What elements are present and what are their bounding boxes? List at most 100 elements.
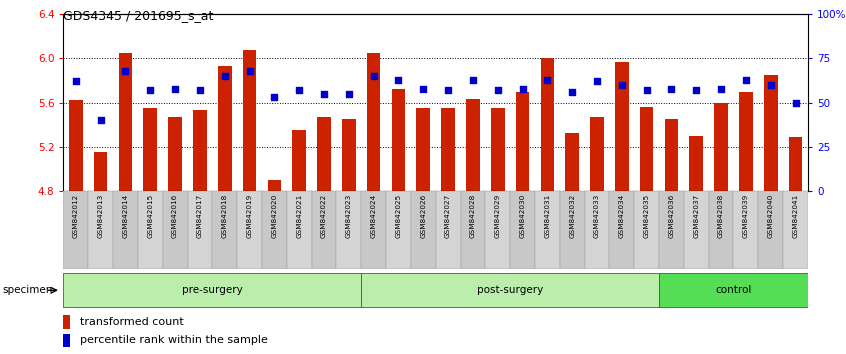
Point bbox=[118, 68, 132, 74]
Bar bbox=[193, 110, 206, 191]
Text: GSM842039: GSM842039 bbox=[743, 194, 749, 238]
Text: GSM842027: GSM842027 bbox=[445, 194, 451, 238]
Bar bbox=[243, 50, 256, 191]
Text: GSM842030: GSM842030 bbox=[519, 194, 525, 238]
Point bbox=[317, 91, 331, 97]
Point bbox=[565, 89, 579, 95]
Text: GSM842019: GSM842019 bbox=[246, 194, 253, 238]
Bar bbox=[764, 75, 777, 191]
Point bbox=[69, 79, 83, 84]
Text: GSM842012: GSM842012 bbox=[73, 194, 79, 238]
Point bbox=[788, 100, 802, 105]
Bar bbox=[510, 191, 535, 269]
Text: GSM842035: GSM842035 bbox=[644, 194, 650, 238]
Text: transformed count: transformed count bbox=[80, 317, 184, 327]
Text: GSM842015: GSM842015 bbox=[147, 194, 153, 238]
Bar bbox=[535, 191, 560, 269]
Bar bbox=[63, 315, 70, 329]
Text: GSM842041: GSM842041 bbox=[793, 194, 799, 238]
Text: GSM842026: GSM842026 bbox=[420, 194, 426, 238]
Bar bbox=[63, 273, 361, 307]
Bar bbox=[69, 101, 83, 191]
Bar bbox=[311, 191, 337, 269]
Bar bbox=[337, 191, 361, 269]
Text: GSM842018: GSM842018 bbox=[222, 194, 228, 238]
Bar bbox=[162, 191, 188, 269]
Bar bbox=[63, 191, 88, 269]
Bar bbox=[144, 108, 157, 191]
Bar bbox=[739, 92, 753, 191]
Bar bbox=[262, 191, 287, 269]
Text: GSM842022: GSM842022 bbox=[321, 194, 327, 238]
Bar bbox=[491, 108, 504, 191]
Text: GDS4345 / 201695_s_at: GDS4345 / 201695_s_at bbox=[63, 9, 214, 22]
Point bbox=[168, 86, 182, 91]
Point bbox=[516, 86, 530, 91]
Bar bbox=[392, 90, 405, 191]
Bar bbox=[684, 191, 709, 269]
Point bbox=[342, 91, 355, 97]
Bar bbox=[361, 191, 386, 269]
Bar bbox=[237, 191, 262, 269]
Point bbox=[591, 79, 604, 84]
Text: pre-surgery: pre-surgery bbox=[182, 285, 243, 295]
Bar bbox=[118, 53, 132, 191]
Bar bbox=[541, 58, 554, 191]
Point bbox=[541, 77, 554, 82]
Bar bbox=[516, 92, 530, 191]
Bar bbox=[411, 191, 436, 269]
Bar bbox=[689, 136, 703, 191]
Text: GSM842013: GSM842013 bbox=[97, 194, 104, 238]
Text: GSM842040: GSM842040 bbox=[767, 194, 774, 238]
Bar bbox=[287, 191, 311, 269]
Bar bbox=[317, 117, 331, 191]
Point bbox=[442, 87, 455, 93]
Bar bbox=[386, 191, 411, 269]
Bar bbox=[267, 180, 281, 191]
Text: GSM842032: GSM842032 bbox=[569, 194, 575, 238]
Text: GSM842037: GSM842037 bbox=[693, 194, 700, 238]
Point bbox=[491, 87, 504, 93]
Point bbox=[293, 87, 306, 93]
Bar bbox=[88, 191, 113, 269]
Bar bbox=[94, 153, 107, 191]
Point bbox=[466, 77, 480, 82]
Bar bbox=[560, 191, 585, 269]
Bar bbox=[714, 103, 728, 191]
Bar bbox=[293, 130, 306, 191]
Bar bbox=[342, 119, 355, 191]
Bar bbox=[436, 191, 460, 269]
Bar bbox=[218, 66, 232, 191]
Text: GSM842033: GSM842033 bbox=[594, 194, 600, 238]
Bar bbox=[442, 108, 455, 191]
Bar bbox=[659, 191, 684, 269]
Text: GSM842036: GSM842036 bbox=[668, 194, 674, 238]
Point bbox=[615, 82, 629, 88]
Text: GSM842023: GSM842023 bbox=[346, 194, 352, 238]
Bar bbox=[585, 191, 609, 269]
Bar bbox=[783, 191, 808, 269]
Text: GSM842021: GSM842021 bbox=[296, 194, 302, 238]
Bar bbox=[486, 191, 510, 269]
Text: GSM842028: GSM842028 bbox=[470, 194, 476, 238]
Text: GSM842025: GSM842025 bbox=[395, 194, 402, 238]
Text: percentile rank within the sample: percentile rank within the sample bbox=[80, 335, 267, 346]
Text: GSM842029: GSM842029 bbox=[495, 194, 501, 238]
Point bbox=[392, 77, 405, 82]
Bar bbox=[733, 191, 758, 269]
Point bbox=[218, 73, 232, 79]
Bar bbox=[113, 191, 138, 269]
Point bbox=[94, 118, 107, 123]
Text: post-surgery: post-surgery bbox=[477, 285, 543, 295]
Bar bbox=[709, 191, 733, 269]
Text: GSM842017: GSM842017 bbox=[197, 194, 203, 238]
Point bbox=[714, 86, 728, 91]
Point bbox=[764, 82, 777, 88]
Bar bbox=[466, 99, 480, 191]
Text: GSM842034: GSM842034 bbox=[618, 194, 625, 238]
Text: GSM842038: GSM842038 bbox=[718, 194, 724, 238]
Bar bbox=[63, 334, 70, 347]
Point bbox=[144, 87, 157, 93]
Bar bbox=[361, 273, 659, 307]
Bar bbox=[138, 191, 162, 269]
